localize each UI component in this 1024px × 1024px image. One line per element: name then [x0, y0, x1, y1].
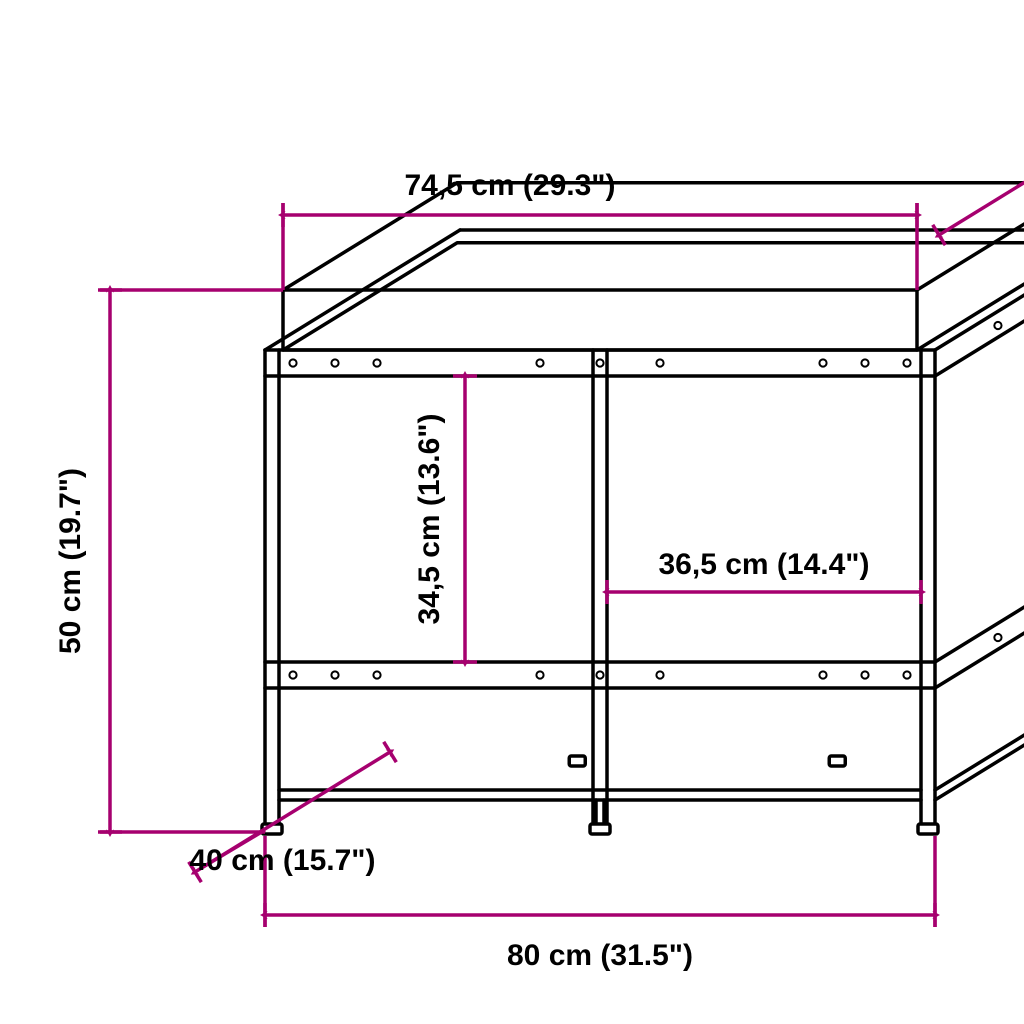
dimension-lines	[98, 118, 1024, 927]
dimension-label: 34,5 cm (13.6")	[413, 413, 446, 624]
furniture-outline	[262, 183, 1024, 834]
dimension-label: 40 cm (15.7")	[190, 844, 376, 877]
dimension-label: 36,5 cm (14.4")	[658, 548, 869, 581]
dimension-label: 50 cm (19.7")	[54, 468, 87, 654]
dimension-label: 74,5 cm (29.3")	[404, 169, 615, 202]
dimension-label: 80 cm (31.5")	[507, 939, 693, 972]
dimension-diagram: 50 cm (19.7") 40 cm (15.7") 80 cm (31.5") 7…	[0, 0, 1024, 1024]
